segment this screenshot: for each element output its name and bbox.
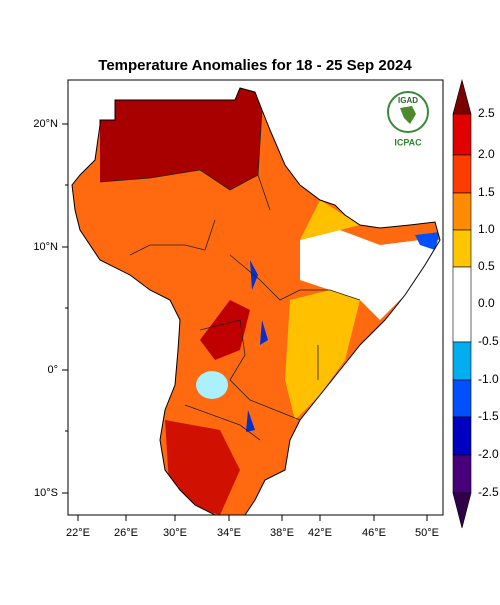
colorbar-label: 0.5 <box>478 259 495 273</box>
lat-label: 10°S <box>34 487 58 499</box>
colorbar-label: -2.0 <box>478 447 499 461</box>
colorbar-label: 1.5 <box>478 185 495 199</box>
logo: IGAD ICPAC <box>387 91 429 147</box>
colorbar-label: 2.0 <box>478 147 495 161</box>
colorbar-label: -2.5 <box>478 485 499 499</box>
lon-label: 26°E <box>114 527 138 539</box>
lon-label: 38°E <box>270 527 294 539</box>
lon-label: 50°E <box>415 527 439 539</box>
colorbar-label: 0.0 <box>478 296 495 310</box>
colorbar-label: 1.0 <box>478 222 495 236</box>
map-title: Temperature Anomalies for 18 - 25 Sep 20… <box>98 57 412 74</box>
logo-text: ICPAC <box>394 137 422 147</box>
lat-label: 20°N <box>33 118 58 130</box>
lat-label: 10°N <box>33 241 58 253</box>
colorbar-label: -0.5 <box>478 334 499 348</box>
logo-text: IGAD <box>398 96 418 105</box>
colorbar-label: -1.0 <box>478 372 499 386</box>
lon-label: 34°E <box>217 527 241 539</box>
lon-label: 30°E <box>163 527 187 539</box>
lon-label: 46°E <box>362 527 386 539</box>
lon-label: 22°E <box>66 527 90 539</box>
borders <box>99 109 361 441</box>
lon-label: 42°E <box>308 527 332 539</box>
colorbar <box>452 78 472 529</box>
lat-label: 0° <box>47 364 58 376</box>
colorbar-label: 2.5 <box>478 106 495 120</box>
colorbar-label: -1.5 <box>478 409 499 423</box>
